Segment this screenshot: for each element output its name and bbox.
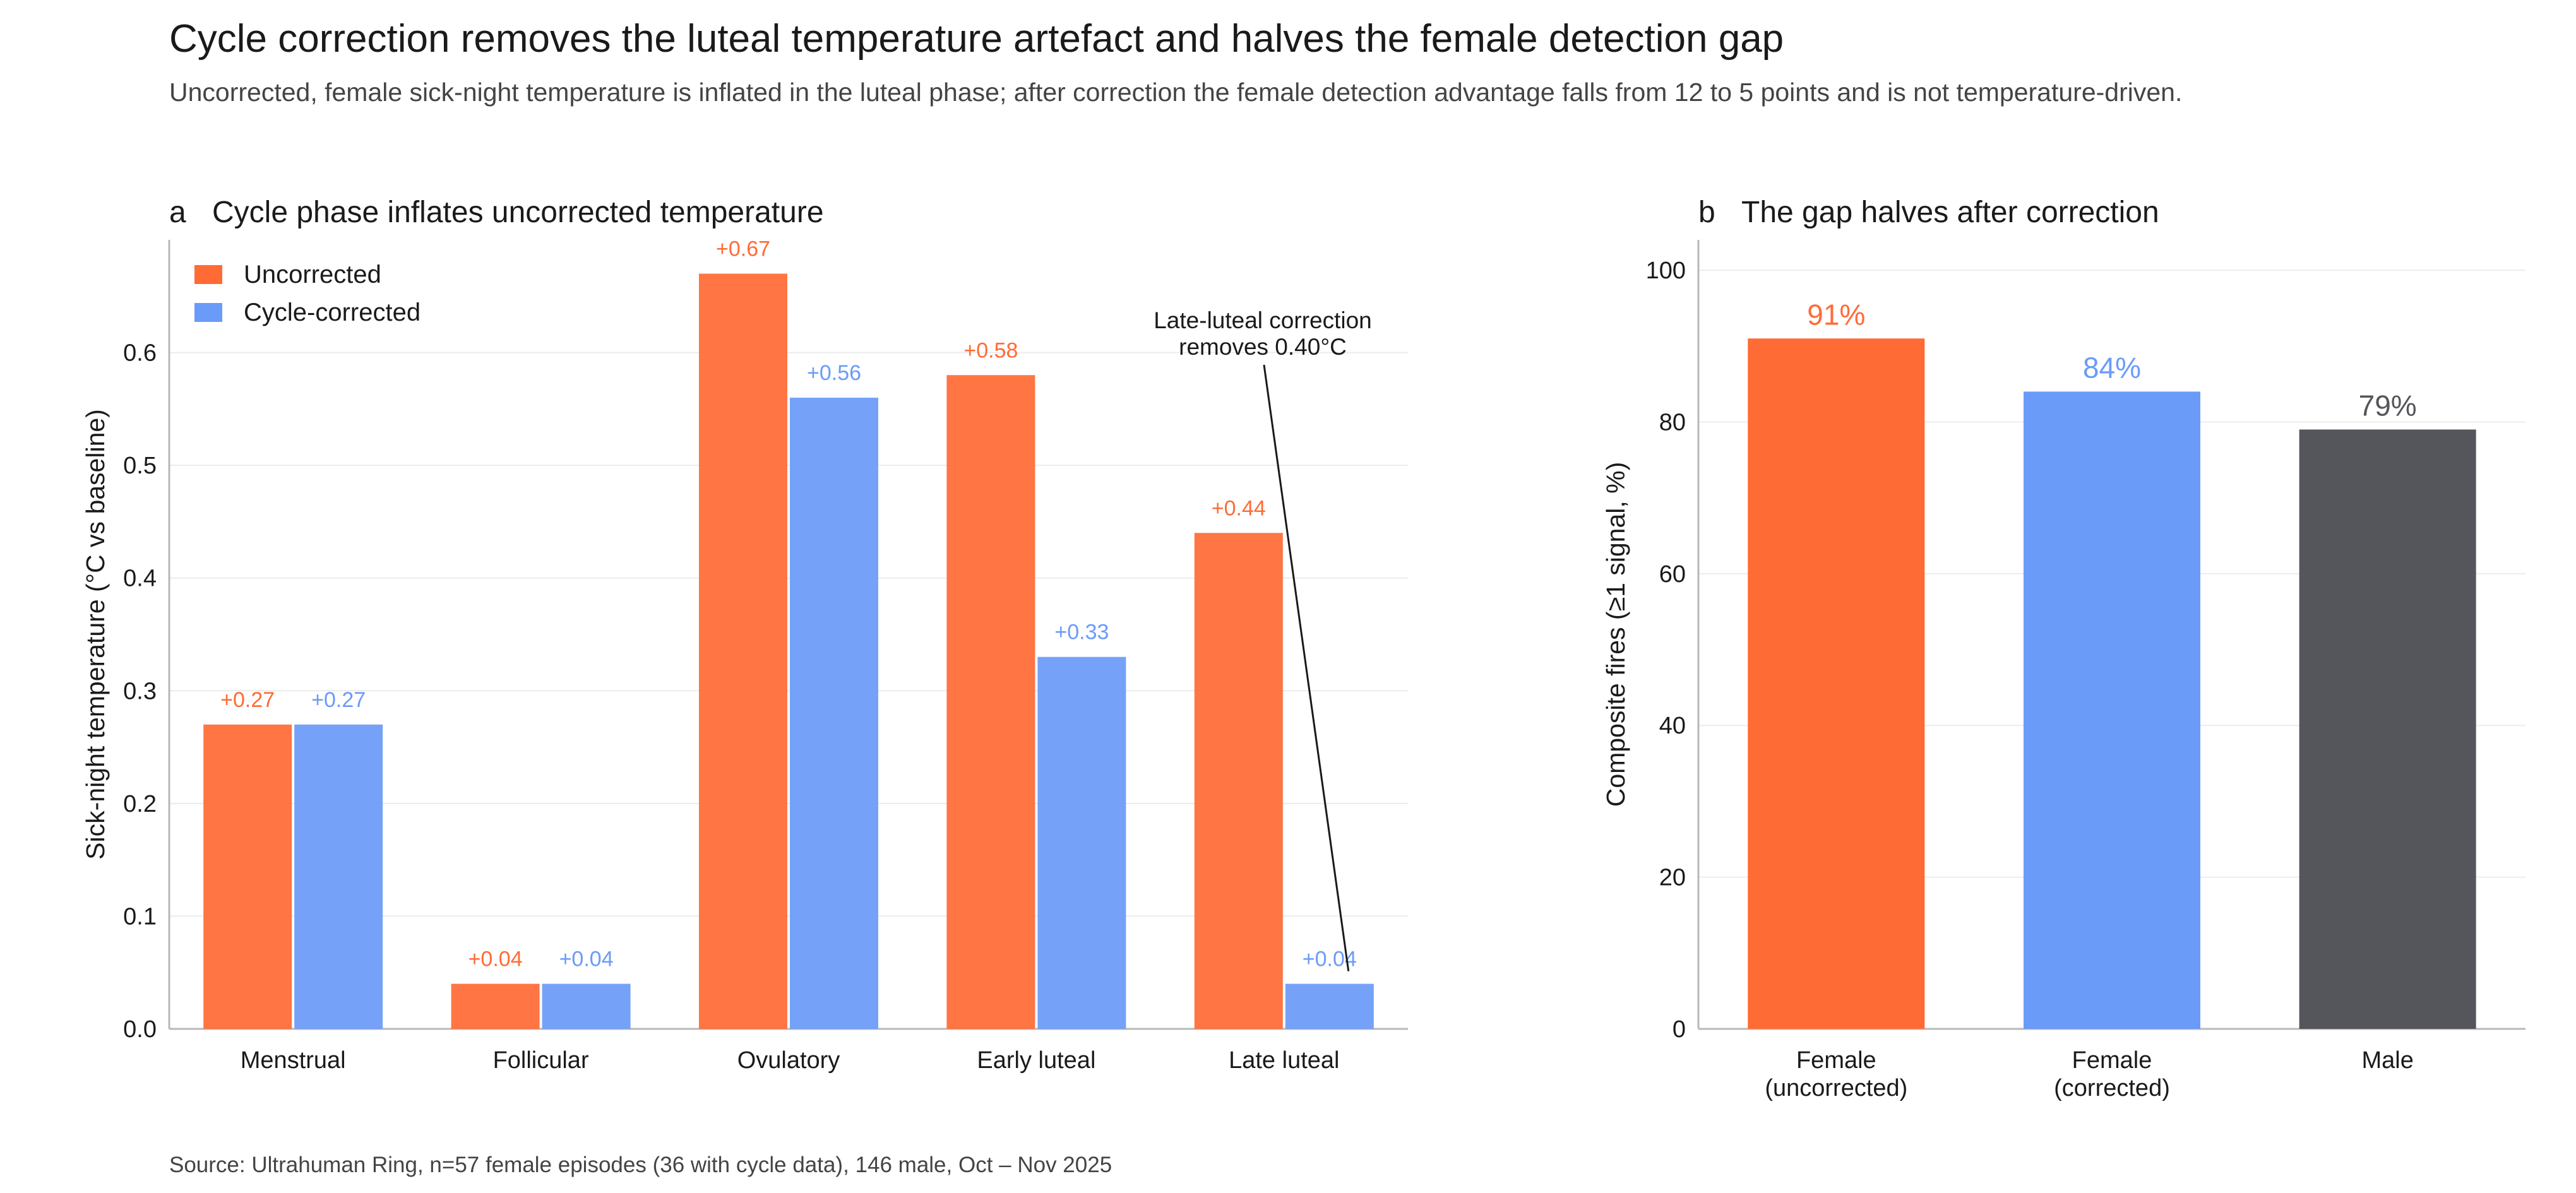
figure-subtitle: Uncorrected, female sick-night temperatu… <box>169 78 2182 107</box>
legend-label: Cycle-corrected <box>244 299 420 326</box>
y-tick-label: 0.0 <box>123 1016 157 1043</box>
legend-label: Uncorrected <box>244 261 381 288</box>
bar-value-label: 79% <box>2359 389 2417 422</box>
bar-corrected <box>790 398 878 1029</box>
bar-value-label: +0.33 <box>1054 620 1109 644</box>
x-tick-label: Menstrual <box>241 1047 346 1074</box>
panel-b-title: The gap halves after correction <box>1741 196 2159 229</box>
x-tick-label: (uncorrected) <box>1765 1075 1907 1101</box>
y-tick-label: 0.1 <box>123 903 157 930</box>
bar-corrected <box>1285 983 1374 1029</box>
y-axis-title: Sick-night temperature (°C vs baseline) <box>81 409 110 860</box>
panel-a-title: Cycle phase inflates uncorrected tempera… <box>212 196 824 229</box>
x-tick-label: Female <box>1796 1047 1876 1074</box>
y-tick-label: 20 <box>1659 865 1686 891</box>
bar <box>1748 338 1925 1029</box>
x-tick-label: Female <box>2072 1047 2152 1074</box>
bar-uncorrected <box>946 375 1035 1030</box>
bar-corrected <box>294 724 383 1029</box>
y-tick-label: 0.4 <box>123 566 157 592</box>
bar-value-label: +0.27 <box>220 688 275 712</box>
bar-value-label: +0.58 <box>963 338 1018 362</box>
bar-uncorrected <box>203 724 292 1029</box>
bar-uncorrected <box>1194 533 1283 1029</box>
bar-uncorrected <box>451 983 540 1029</box>
x-tick-label: Follicular <box>493 1047 589 1074</box>
y-tick-label: 0.5 <box>123 453 157 479</box>
y-tick-label: 0 <box>1673 1016 1686 1043</box>
annotation-text: removes 0.40°C <box>1179 334 1347 360</box>
bar-value-label: +0.04 <box>468 947 523 971</box>
panel-a-letter: a <box>169 196 186 229</box>
bar-corrected <box>542 983 631 1029</box>
bar-value-label: +0.67 <box>716 237 770 261</box>
x-tick-label: Early luteal <box>977 1047 1095 1074</box>
annotation-text: Late-luteal correction <box>1154 307 1372 333</box>
bar-value-label: +0.04 <box>559 947 614 971</box>
y-axis-title: Composite fires (≥1 signal, %) <box>1601 462 1630 807</box>
y-tick-label: 40 <box>1659 713 1686 739</box>
bar-value-label: 91% <box>1807 298 1865 331</box>
bar-value-label: +0.44 <box>1212 496 1266 520</box>
x-tick-label: Male <box>2361 1047 2413 1074</box>
panel-b-letter: b <box>1698 196 1715 229</box>
y-tick-label: 0.2 <box>123 791 157 817</box>
y-tick-label: 100 <box>1646 258 1686 284</box>
bar-value-label: +0.56 <box>807 361 861 385</box>
x-tick-label: Late luteal <box>1229 1047 1339 1074</box>
bar-uncorrected <box>699 273 787 1030</box>
legend-swatch <box>194 303 222 322</box>
annotation-arrow <box>1263 364 1350 971</box>
x-tick-label: (corrected) <box>2054 1075 2170 1101</box>
bar-value-label: 84% <box>2083 351 2141 384</box>
bar-value-label: +0.27 <box>311 688 366 712</box>
x-tick-label: Ovulatory <box>737 1047 840 1074</box>
y-tick-label: 60 <box>1659 561 1686 588</box>
figure-title: Cycle correction removes the luteal temp… <box>169 17 1784 61</box>
panel-b-detection-chart: b The gap halves after correction 0 20 40 60 8… <box>1601 196 2525 1101</box>
bar <box>2024 391 2200 1029</box>
bar-corrected <box>1037 656 1126 1029</box>
legend-swatch <box>194 265 222 284</box>
y-tick-label: 0.6 <box>123 340 157 367</box>
y-tick-label: 0.3 <box>123 678 157 704</box>
y-tick-label: 80 <box>1659 409 1686 436</box>
panel-a-temperature-chart: a Cycle phase inflates uncorrected temper… <box>81 196 1408 1074</box>
source-note: Source: Ultrahuman Ring, n=57 female epi… <box>169 1153 1112 1177</box>
bar <box>2299 429 2476 1029</box>
